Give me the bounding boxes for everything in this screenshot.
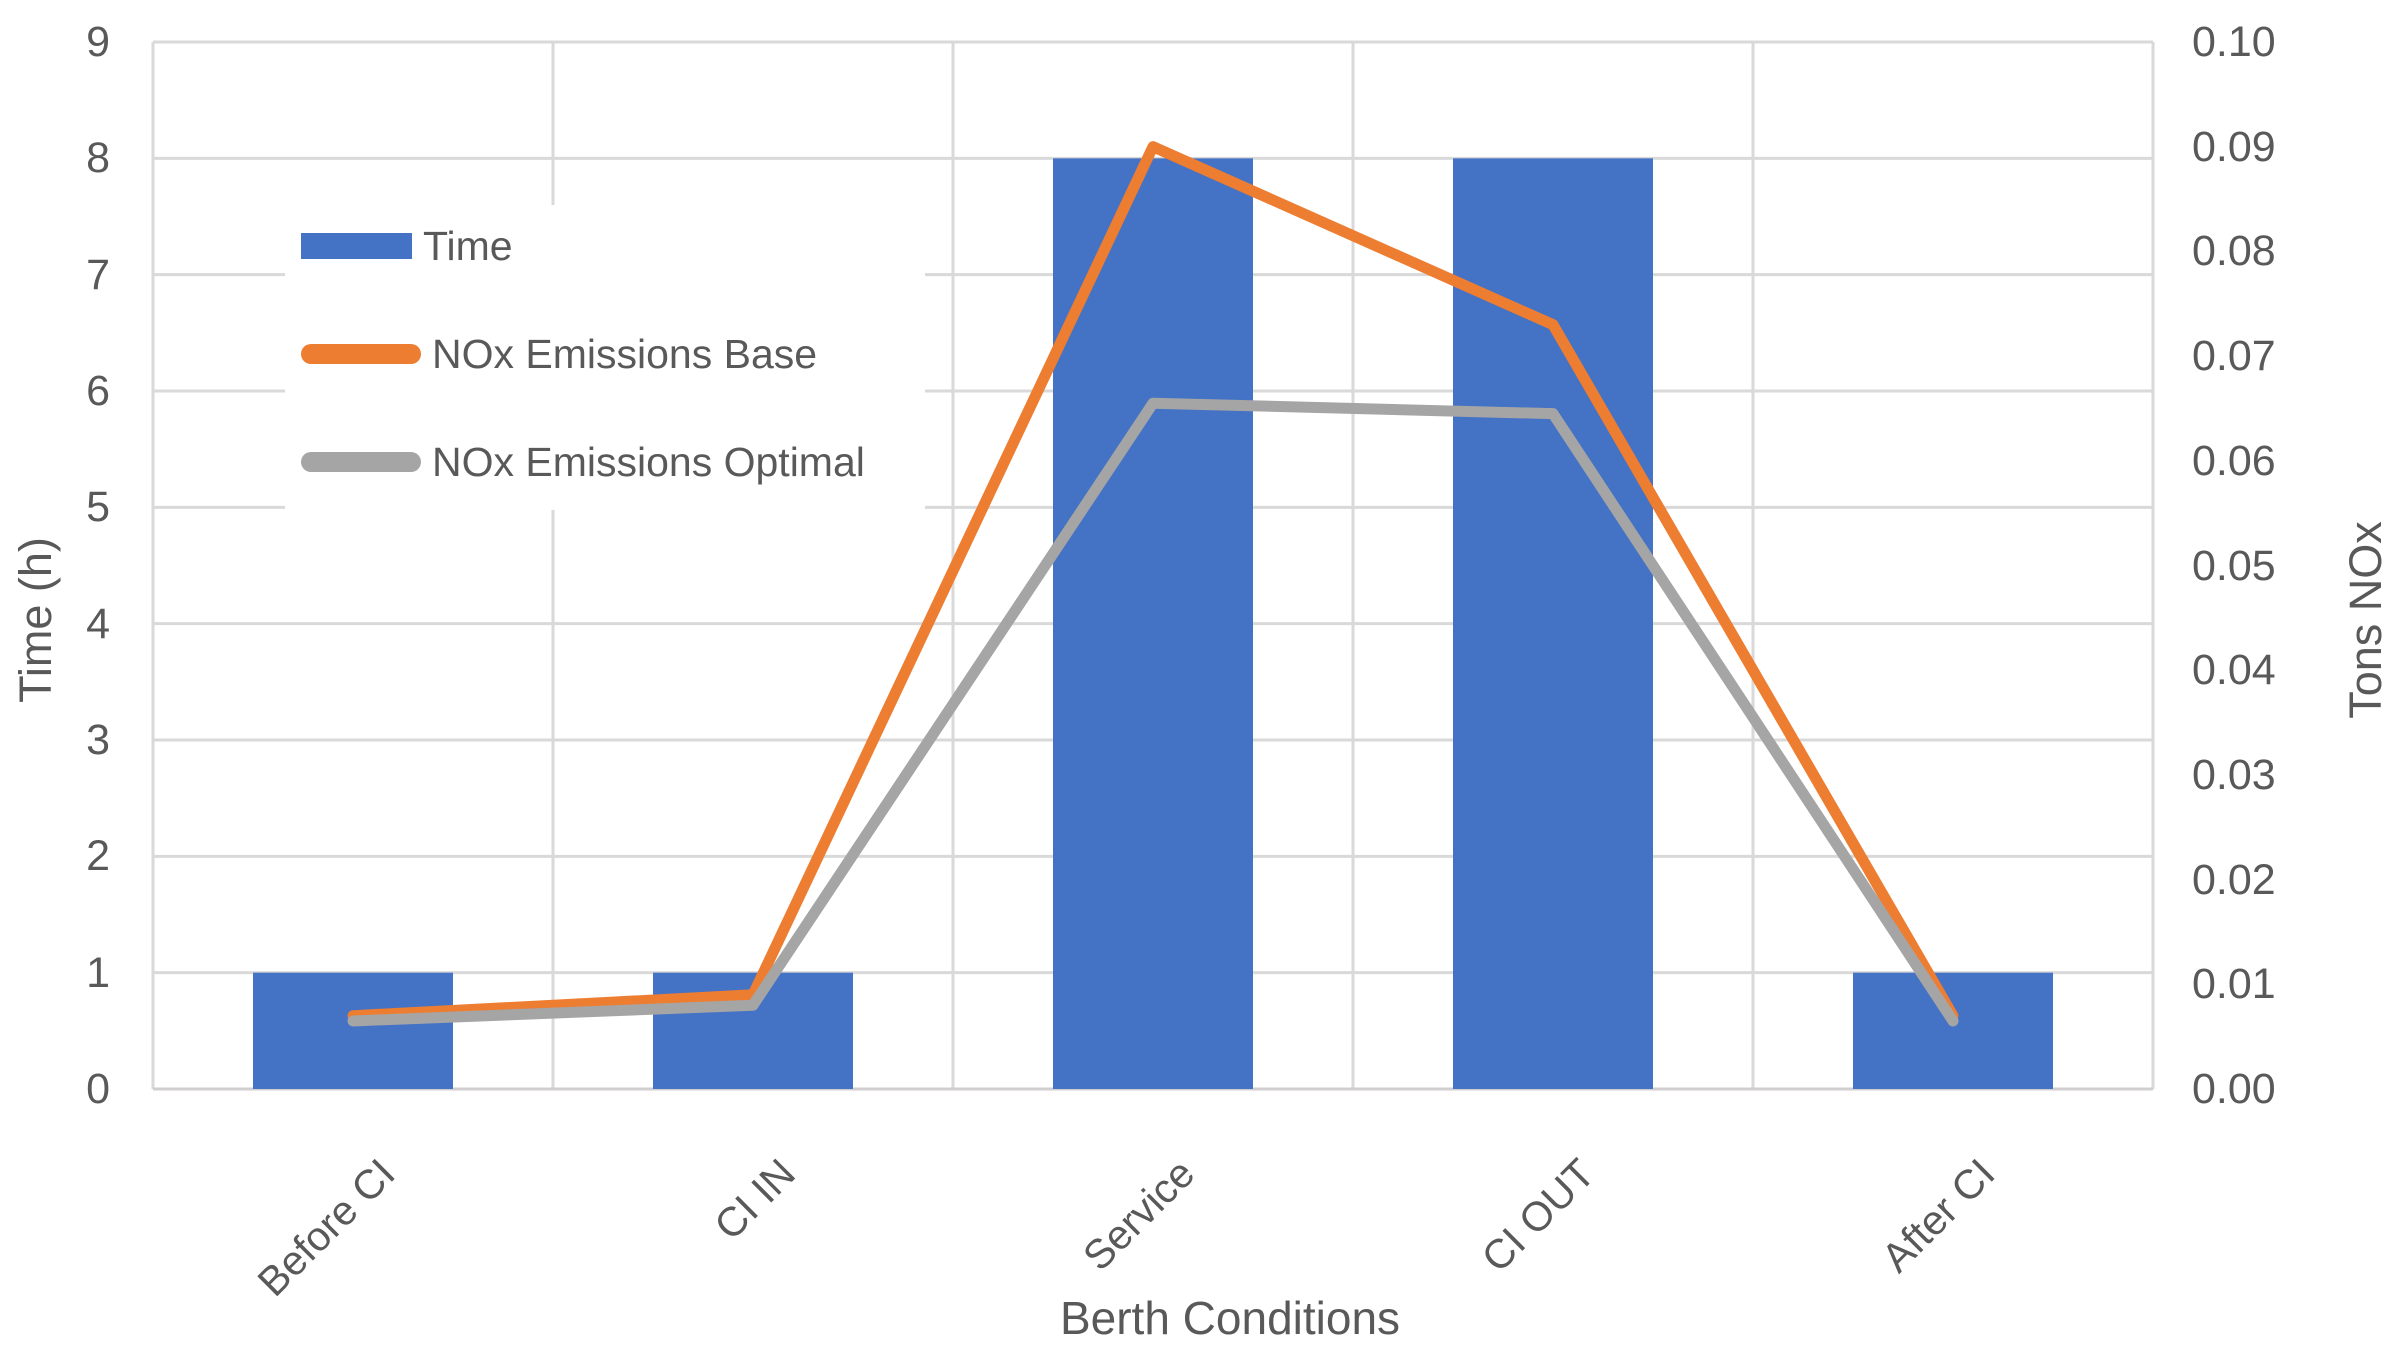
legend-label-nox-emissions-optimal: NOx Emissions Optimal (432, 439, 865, 485)
right-axis-tick-0.06: 0.06 (2192, 436, 2276, 485)
right-axis-tick-0.10: 0.10 (2192, 18, 2276, 66)
legend-item-nox-emissions-optimal: NOx Emissions Optimal (301, 431, 865, 493)
category-label-before-ci: Before CI (248, 1150, 404, 1305)
legend: Time NOx Emissions Base NOx Emissions Opti… (285, 205, 925, 510)
legend-item-nox-emissions-base: NOx Emissions Base (301, 323, 817, 385)
right-axis-tick-0.01: 0.01 (2192, 960, 2276, 1009)
right-axis-tick-0.03: 0.03 (2192, 750, 2276, 799)
bar-ci-out (1453, 158, 1653, 1090)
left-axis-tick-4: 4 (86, 599, 110, 648)
category-label-ci-out: CI OUT (1472, 1150, 1604, 1281)
right-axis-tick-0.05: 0.05 (2192, 541, 2276, 590)
legend-item-time: Time (301, 215, 513, 277)
legend-swatch-nox-emissions-optimal (301, 452, 421, 472)
left-axis-tick-6: 6 (86, 367, 110, 415)
bar-after-ci (1853, 972, 2053, 1089)
bar-before-ci (253, 972, 453, 1089)
line-nox-emissions-base (347, 141, 1959, 1022)
bar-service (1053, 158, 1253, 1090)
legend-swatch-time (301, 233, 412, 259)
right-axis-tick-0.07: 0.07 (2192, 332, 2276, 381)
left-axis-tick-5: 5 (86, 483, 110, 532)
left-axis-tick-3: 3 (86, 716, 110, 764)
right-axis-tick-0.09: 0.09 (2192, 122, 2276, 171)
left-axis-tick-0: 0 (86, 1065, 110, 1113)
legend-swatch-nox-emissions-base (301, 344, 421, 364)
left-axis-tick-8: 8 (86, 134, 110, 183)
category-label-ci-in: CI IN (704, 1150, 804, 1249)
category-label-after-ci: After CI (1872, 1150, 2004, 1281)
right-axis-tick-0.04: 0.04 (2192, 646, 2276, 695)
left-axis-tick-9: 9 (86, 18, 110, 66)
right-axis-tick-0.00: 0.00 (2192, 1065, 2276, 1113)
left-axis-tick-2: 2 (86, 832, 110, 881)
x-axis-title: Berth Conditions (1059, 1292, 1401, 1344)
right-axis-tick-0.02: 0.02 (2192, 855, 2276, 904)
right-axis-title: Tons NOx (2340, 521, 2391, 719)
left-axis-tick-1: 1 (86, 948, 110, 997)
legend-label-time: Time (423, 223, 513, 269)
category-label-service: Service (1074, 1150, 1204, 1280)
left-axis-tick-7: 7 (86, 250, 110, 299)
right-axis-tick-0.08: 0.08 (2192, 227, 2276, 276)
line-nox-emissions-optimal (347, 397, 1959, 1027)
legend-label-nox-emissions-base: NOx Emissions Base (432, 331, 818, 377)
